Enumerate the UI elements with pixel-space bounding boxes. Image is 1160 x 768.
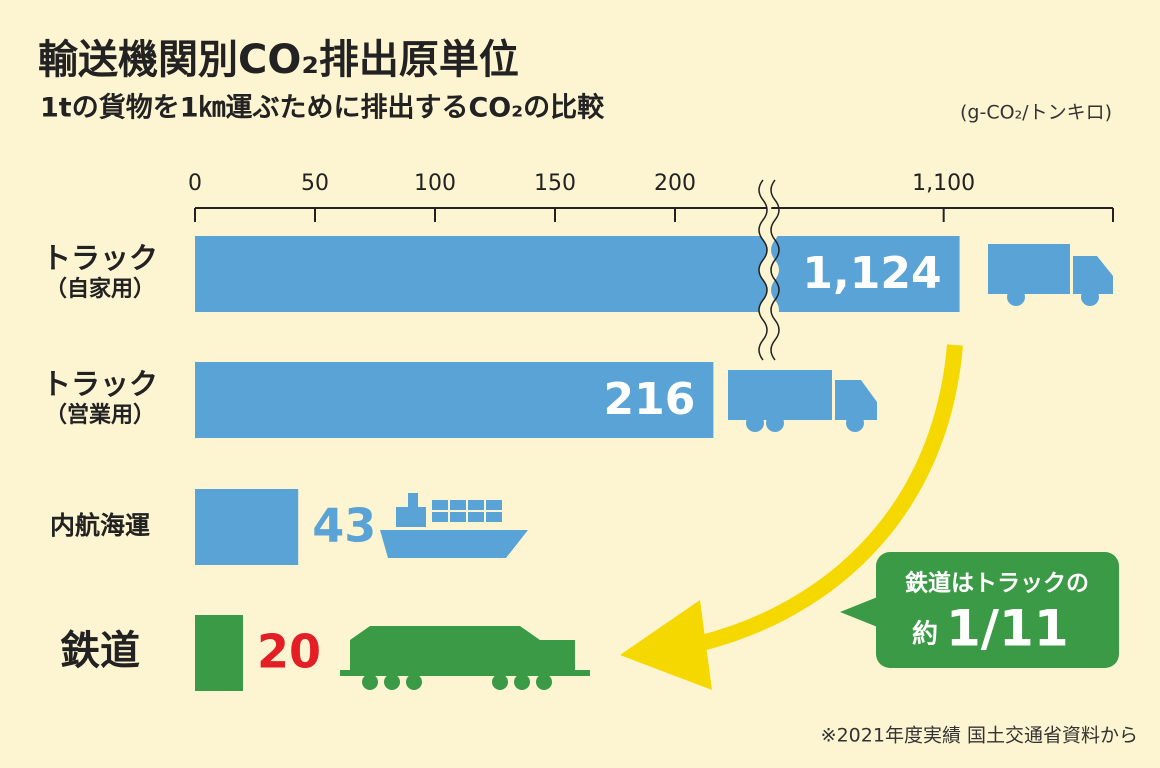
bar xyxy=(195,615,243,691)
axis-break-edge xyxy=(770,179,780,361)
footnote: ※2021年度実績 国土交通省資料から xyxy=(821,725,1138,747)
x-tick-label: 50 xyxy=(301,171,329,196)
category-line: （自家用） xyxy=(45,276,155,302)
category-label: 鉄道 xyxy=(60,628,140,674)
arrow xyxy=(620,344,963,690)
x-tick-label: 0 xyxy=(188,171,202,196)
value-label: 216 xyxy=(604,374,696,425)
category-line: （営業用） xyxy=(45,402,155,428)
axis-break-edge xyxy=(758,179,768,361)
x-tick-label: 200 xyxy=(654,171,696,196)
callout-text: 鉄道はトラックの xyxy=(905,570,1089,597)
category-label: 内航海運 xyxy=(50,511,150,540)
truck-icon xyxy=(728,370,877,432)
bar xyxy=(195,489,299,565)
category-label: トラック（営業用） xyxy=(42,367,158,428)
category-label: トラック（自家用） xyxy=(42,241,158,302)
callout: 鉄道はトラックの 約 1/11 xyxy=(840,552,1119,668)
axis-break xyxy=(759,180,779,360)
value-label: 20 xyxy=(257,625,321,679)
category-line: トラック xyxy=(42,367,158,401)
x-tick-label: 1,100 xyxy=(912,171,975,196)
value-label: 43 xyxy=(312,499,376,553)
unit-label: (g-CO₂/トンキロ) xyxy=(960,102,1112,124)
truck-icon xyxy=(988,244,1113,306)
chart-subtitle: 1tの貨物を1㎞運ぶために排出するCO₂の比較 xyxy=(40,92,605,124)
category-line: トラック xyxy=(42,241,158,275)
bar xyxy=(195,236,960,312)
chart-title: 輸送機関別CO₂排出原単位 xyxy=(38,37,519,83)
bar xyxy=(195,362,714,438)
train-icon xyxy=(340,626,590,690)
value-label: 1,124 xyxy=(802,248,941,299)
callout-ratio: 1/11 xyxy=(946,600,1069,658)
x-tick-label: 100 xyxy=(414,171,456,196)
callout-text: 約 xyxy=(912,619,938,650)
x-tick-label: 150 xyxy=(534,171,576,196)
ship-icon xyxy=(380,493,528,558)
